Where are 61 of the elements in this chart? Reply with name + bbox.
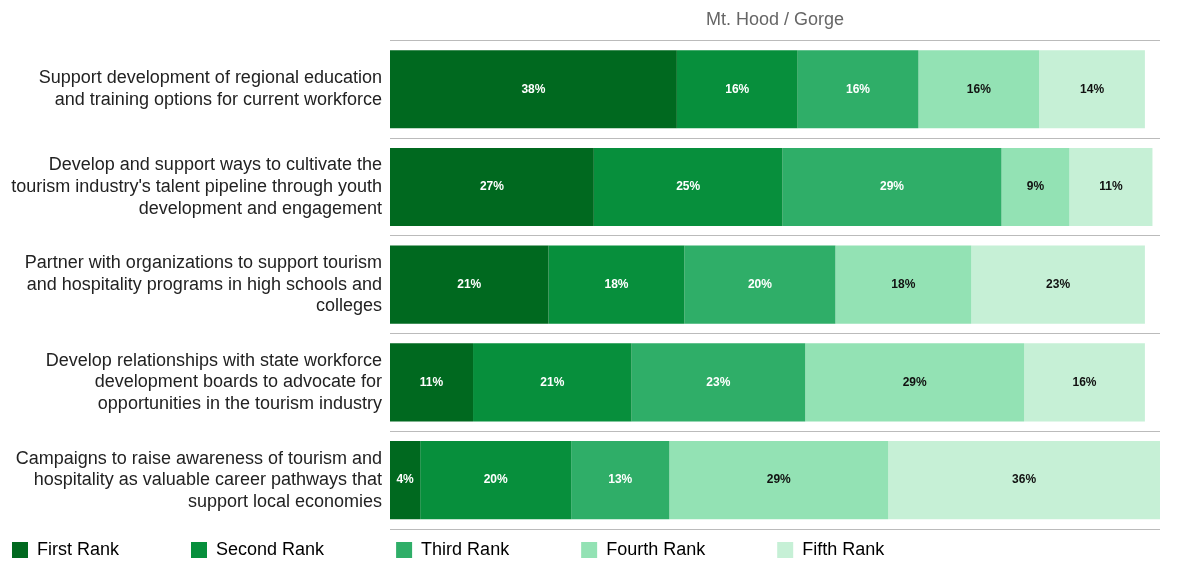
data-label: 23% [706,374,731,389]
data-label: 11% [419,374,444,389]
bar [676,50,798,129]
bar [1024,343,1145,422]
bar [593,147,783,227]
bar [390,245,549,324]
data-label: 20% [483,472,509,487]
bar [782,147,1002,227]
bar [548,245,685,324]
legend-label: Fifth Rank [802,538,945,559]
data-label: 14% [1080,81,1105,96]
bar [473,343,632,422]
bar [390,50,677,129]
data-label: 25% [676,179,701,194]
data-label: 16% [725,81,750,96]
data-label: 23% [1046,277,1071,292]
data-label: 36% [1012,472,1037,487]
legend-label: Second Rank [216,538,385,559]
legend-label: Fourth Rank [606,538,766,559]
bar [631,343,806,422]
y-tick-label: Develop relationships with state workforce development boards to advocate for opportunities in the tourism industry [45,349,382,413]
bar [390,441,421,520]
bar [1039,50,1145,129]
bar [684,245,836,324]
legend-label: First Rank [37,538,180,559]
data-label: 29% [879,179,905,194]
bar [835,245,972,324]
data-label: 18% [604,277,629,292]
bar [669,441,889,520]
data-label: 27% [479,179,505,194]
bar [971,245,1145,324]
y-tick-label: Campaigns to raise awareness of tourism and hospitality as valuable career pathways that support local economies [15,447,382,511]
data-label: 29% [902,374,927,389]
data-label: 29% [766,472,792,487]
y-tick-label: Support development of regional education and training options for current workforce [38,67,382,110]
bar [805,343,1025,422]
data-label: 16% [1072,374,1097,389]
bar [797,50,919,129]
data-label: 21% [540,374,565,389]
bar [1001,147,1070,227]
data-label: 13% [608,472,633,487]
data-label: 9% [1026,179,1045,194]
bar [390,147,594,227]
legend-label: Third Rank [421,538,570,559]
bar [420,441,572,520]
data-label: 4% [396,472,415,487]
bar [918,50,1040,129]
bar [1069,147,1153,227]
data-label: 20% [747,277,773,292]
bar [571,441,670,520]
data-label: 18% [891,277,916,292]
y-tick-label: Partner with organizations to support tourism and hospitality programs in high schools and colleges [24,252,382,316]
bar [390,343,474,422]
data-label: 38% [521,81,546,96]
data-label: 11% [1099,179,1123,194]
bar [888,441,1160,520]
data-label: 16% [966,81,992,96]
data-label: 21% [457,277,482,292]
y-tick-label: Develop and support ways to cultivate the tourism industry's talent pipeline through youth development and engagement [11,154,382,218]
chart-title: Mt. Hood / Gorge [705,8,845,29]
data-label: 16% [846,81,871,96]
